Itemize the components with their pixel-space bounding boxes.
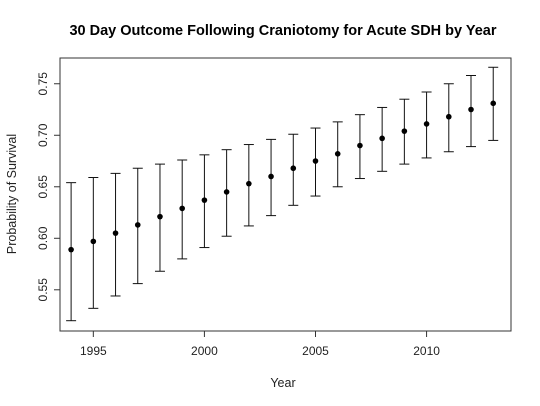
data-point-2004 xyxy=(290,165,297,172)
data-point-2001 xyxy=(223,189,230,195)
data-point-2002 xyxy=(246,180,252,187)
x-tick-label-2010: 2010 xyxy=(413,344,440,358)
data-point-1995 xyxy=(90,238,97,245)
data-point-1994 xyxy=(68,246,74,253)
data-point-2008 xyxy=(379,135,385,142)
chart-title: 30 Day Outcome Following Craniotomy for … xyxy=(69,23,496,39)
x-tick-label-2005: 2005 xyxy=(302,344,329,358)
data-point-1996 xyxy=(112,230,119,236)
y-tick-label-2: 0.65 xyxy=(36,175,50,199)
y-tick-label-3: 0.70 xyxy=(36,123,50,147)
data-point-1999 xyxy=(179,205,185,212)
y-axis-label: Probability of Survival xyxy=(5,134,19,254)
x-axis-label: Year xyxy=(270,376,295,390)
y-tick-label-1: 0.60 xyxy=(36,226,50,250)
data-point-2010 xyxy=(423,121,430,127)
data-point-2006 xyxy=(334,151,341,157)
data-point-2011 xyxy=(445,113,452,120)
y-axis: 0.55 0.60 0.65 0.70 0.75 xyxy=(36,72,60,302)
y-tick-label-4: 0.75 xyxy=(36,72,50,96)
data-point-1997 xyxy=(134,222,141,228)
data-point-2000 xyxy=(201,197,208,203)
plot-frame xyxy=(59,57,512,332)
data-point-2012 xyxy=(468,106,474,113)
data-point-2009 xyxy=(401,128,408,134)
data-point-2007 xyxy=(357,142,363,149)
x-tick-label-2000: 2000 xyxy=(191,344,218,358)
data-point-2005 xyxy=(312,158,319,164)
data-point-1998 xyxy=(157,213,163,220)
x-tick-label-1995: 1995 xyxy=(80,344,107,358)
data-point-2013 xyxy=(490,100,497,107)
data-marks xyxy=(66,66,499,322)
x-axis: 1995 2000 2005 2010 xyxy=(80,331,440,358)
y-tick-label-0: 0.55 xyxy=(36,278,50,302)
data-point-2003 xyxy=(268,173,274,180)
